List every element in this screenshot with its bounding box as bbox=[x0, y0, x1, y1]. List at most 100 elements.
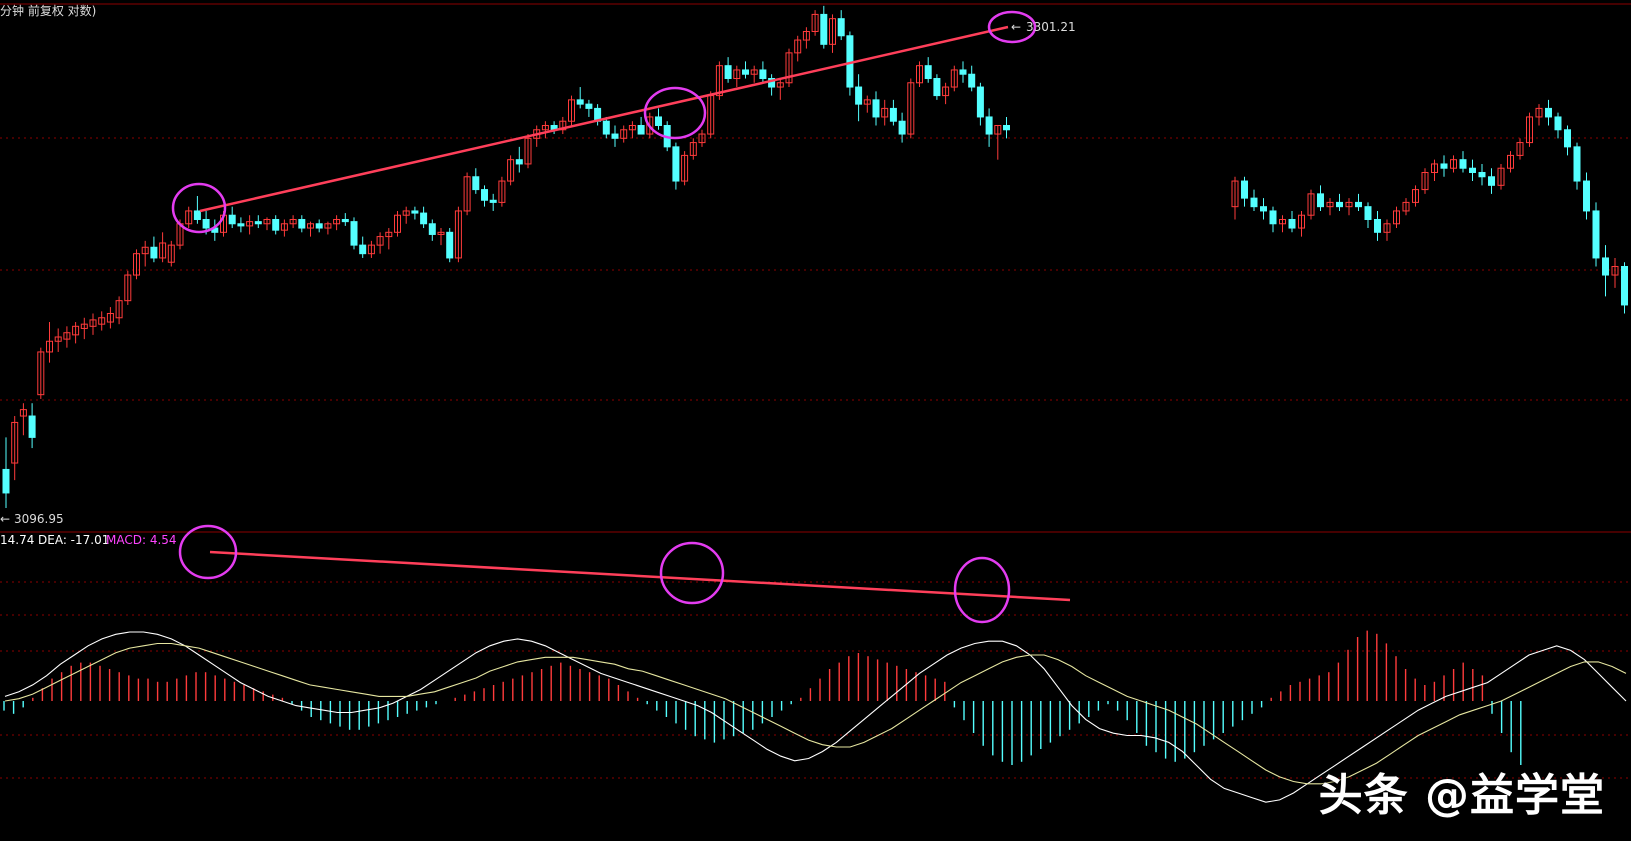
candle[interactable] bbox=[1260, 198, 1267, 220]
candle[interactable] bbox=[420, 206, 428, 229]
candle[interactable] bbox=[1497, 163, 1505, 190]
candle[interactable] bbox=[585, 99, 593, 117]
candle[interactable] bbox=[11, 416, 19, 481]
candle[interactable] bbox=[742, 61, 749, 79]
candle[interactable] bbox=[620, 125, 628, 143]
candlestick-series[interactable] bbox=[2, 5, 1628, 508]
candle[interactable] bbox=[89, 313, 97, 335]
candle[interactable] bbox=[1383, 219, 1391, 241]
candle[interactable] bbox=[1431, 159, 1438, 182]
candle[interactable] bbox=[872, 91, 880, 126]
candle[interactable] bbox=[376, 232, 384, 254]
candle[interactable] bbox=[37, 347, 45, 399]
candle[interactable] bbox=[472, 168, 480, 194]
candle[interactable] bbox=[1469, 159, 1476, 182]
candle[interactable] bbox=[924, 57, 932, 83]
candle[interactable] bbox=[576, 87, 584, 109]
candle[interactable] bbox=[724, 57, 732, 83]
candle[interactable] bbox=[333, 215, 341, 231]
candle[interactable] bbox=[681, 151, 689, 186]
candle[interactable] bbox=[689, 138, 697, 160]
candle[interactable] bbox=[698, 129, 706, 147]
candle[interactable] bbox=[1621, 262, 1628, 314]
candle[interactable] bbox=[359, 236, 367, 258]
candle[interactable] bbox=[263, 217, 271, 231]
candle[interactable] bbox=[976, 82, 984, 126]
candle[interactable] bbox=[437, 228, 445, 246]
candle[interactable] bbox=[1554, 112, 1562, 139]
candle[interactable] bbox=[1298, 210, 1305, 237]
candle[interactable] bbox=[446, 228, 454, 263]
candle[interactable] bbox=[707, 91, 715, 139]
candle[interactable] bbox=[1393, 206, 1400, 229]
candle[interactable] bbox=[768, 74, 776, 96]
candle[interactable] bbox=[1440, 155, 1448, 177]
candle[interactable] bbox=[837, 10, 845, 41]
candle[interactable] bbox=[428, 219, 436, 241]
candle[interactable] bbox=[1412, 185, 1419, 207]
candle[interactable] bbox=[246, 215, 254, 235]
candle[interactable] bbox=[315, 219, 323, 233]
candle[interactable] bbox=[402, 206, 410, 224]
candle[interactable] bbox=[1478, 163, 1486, 186]
candle[interactable] bbox=[1345, 198, 1353, 216]
candle[interactable] bbox=[959, 61, 967, 83]
candle[interactable] bbox=[942, 82, 950, 105]
candle[interactable] bbox=[611, 125, 619, 147]
candle[interactable] bbox=[280, 219, 288, 237]
candle[interactable] bbox=[881, 99, 889, 126]
candle[interactable] bbox=[211, 219, 219, 241]
candle[interactable] bbox=[272, 215, 280, 235]
candle[interactable] bbox=[802, 27, 810, 49]
candle[interactable] bbox=[985, 108, 993, 147]
candle[interactable] bbox=[115, 296, 123, 325]
candle[interactable] bbox=[1459, 151, 1467, 173]
candle[interactable] bbox=[1573, 142, 1581, 190]
candle[interactable] bbox=[950, 65, 958, 92]
candle[interactable] bbox=[1488, 168, 1495, 194]
candle[interactable] bbox=[98, 311, 106, 331]
candle[interactable] bbox=[1507, 151, 1514, 173]
candle[interactable] bbox=[394, 210, 401, 237]
candle[interactable] bbox=[820, 5, 828, 49]
candle[interactable] bbox=[1535, 104, 1543, 126]
candle[interactable] bbox=[19, 403, 27, 436]
candle[interactable] bbox=[1317, 185, 1324, 211]
candle[interactable] bbox=[1355, 193, 1362, 211]
candle[interactable] bbox=[628, 121, 636, 139]
candle[interactable] bbox=[193, 195, 201, 224]
dif-line[interactable] bbox=[4, 631, 1627, 803]
candle[interactable] bbox=[54, 328, 62, 352]
candle[interactable] bbox=[507, 155, 515, 186]
candle[interactable] bbox=[463, 172, 471, 216]
candle[interactable] bbox=[133, 249, 140, 280]
candle[interactable] bbox=[46, 322, 53, 363]
candle[interactable] bbox=[254, 215, 262, 229]
candle[interactable] bbox=[785, 48, 793, 88]
candle[interactable] bbox=[1583, 172, 1590, 220]
candle[interactable] bbox=[968, 65, 976, 92]
candle[interactable] bbox=[1326, 198, 1334, 216]
candle[interactable] bbox=[994, 124, 1002, 160]
candle[interactable] bbox=[1307, 189, 1315, 220]
candle[interactable] bbox=[733, 65, 741, 88]
candle[interactable] bbox=[1279, 215, 1286, 233]
candle[interactable] bbox=[811, 10, 819, 36]
candle[interactable] bbox=[72, 322, 80, 344]
candle[interactable] bbox=[28, 403, 36, 449]
candle[interactable] bbox=[794, 35, 802, 62]
candle[interactable] bbox=[307, 221, 314, 237]
candle[interactable] bbox=[1592, 202, 1600, 267]
candle[interactable] bbox=[907, 78, 915, 139]
candle[interactable] bbox=[533, 125, 541, 147]
candle[interactable] bbox=[228, 206, 236, 229]
candle[interactable] bbox=[1336, 193, 1343, 211]
candle[interactable] bbox=[1231, 176, 1239, 220]
dea-line[interactable] bbox=[4, 642, 1627, 785]
candle[interactable] bbox=[80, 317, 88, 340]
candle[interactable] bbox=[385, 228, 393, 250]
candle[interactable] bbox=[298, 215, 306, 233]
candle[interactable] bbox=[759, 61, 767, 83]
candle[interactable] bbox=[1003, 116, 1010, 139]
candle[interactable] bbox=[863, 95, 871, 113]
